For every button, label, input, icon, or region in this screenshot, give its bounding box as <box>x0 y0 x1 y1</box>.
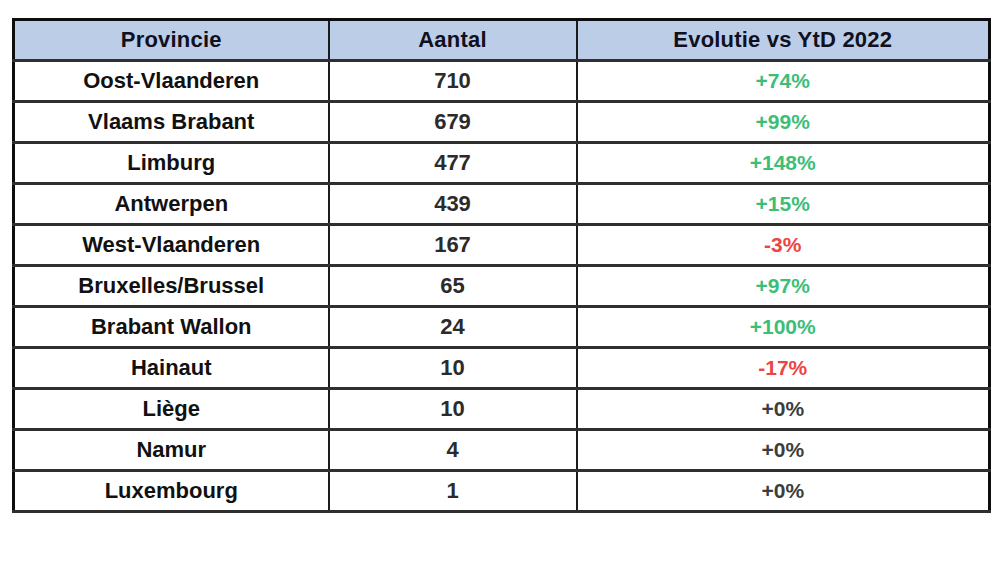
cell-province: Luxembourg <box>14 471 329 512</box>
table-row: Oost-Vlaanderen 710 +74% <box>14 61 990 102</box>
province-table: Provincie Aantal Evolutie vs YtD 2022 Oo… <box>12 18 991 513</box>
col-header-aantal: Aantal <box>329 20 577 61</box>
cell-aantal: 4 <box>329 430 577 471</box>
cell-aantal: 10 <box>329 389 577 430</box>
cell-evolutie: +100% <box>577 307 990 348</box>
cell-aantal: 477 <box>329 143 577 184</box>
cell-aantal: 24 <box>329 307 577 348</box>
cell-evolutie: +74% <box>577 61 990 102</box>
cell-aantal: 167 <box>329 225 577 266</box>
col-header-evolutie: Evolutie vs YtD 2022 <box>577 20 990 61</box>
cell-evolutie: +0% <box>577 471 990 512</box>
cell-evolutie: +99% <box>577 102 990 143</box>
cell-aantal: 10 <box>329 348 577 389</box>
cell-aantal: 439 <box>329 184 577 225</box>
cell-evolutie: +148% <box>577 143 990 184</box>
cell-province: West-Vlaanderen <box>14 225 329 266</box>
cell-evolutie: -17% <box>577 348 990 389</box>
cell-aantal: 65 <box>329 266 577 307</box>
table-row: Namur 4 +0% <box>14 430 990 471</box>
table-row: Luxembourg 1 +0% <box>14 471 990 512</box>
cell-province: Liège <box>14 389 329 430</box>
cell-evolutie: +97% <box>577 266 990 307</box>
table-row: Brabant Wallon 24 +100% <box>14 307 990 348</box>
table-row: West-Vlaanderen 167 -3% <box>14 225 990 266</box>
table-row: Vlaams Brabant 679 +99% <box>14 102 990 143</box>
cell-province: Antwerpen <box>14 184 329 225</box>
cell-province: Namur <box>14 430 329 471</box>
col-header-provincie: Provincie <box>14 20 329 61</box>
cell-aantal: 679 <box>329 102 577 143</box>
cell-province: Vlaams Brabant <box>14 102 329 143</box>
cell-evolutie: +15% <box>577 184 990 225</box>
header-row: Provincie Aantal Evolutie vs YtD 2022 <box>14 20 990 61</box>
cell-evolutie: -3% <box>577 225 990 266</box>
table-row: Liège 10 +0% <box>14 389 990 430</box>
cell-province: Bruxelles/Brussel <box>14 266 329 307</box>
table-row: Limburg 477 +148% <box>14 143 990 184</box>
table-row: Hainaut 10 -17% <box>14 348 990 389</box>
table-row: Antwerpen 439 +15% <box>14 184 990 225</box>
cell-evolutie: +0% <box>577 389 990 430</box>
cell-province: Oost-Vlaanderen <box>14 61 329 102</box>
cell-evolutie: +0% <box>577 430 990 471</box>
cell-province: Limburg <box>14 143 329 184</box>
cell-aantal: 1 <box>329 471 577 512</box>
table-screenshot: Provincie Aantal Evolutie vs YtD 2022 Oo… <box>0 0 1000 579</box>
cell-aantal: 710 <box>329 61 577 102</box>
cell-province: Hainaut <box>14 348 329 389</box>
cell-province: Brabant Wallon <box>14 307 329 348</box>
table-row: Bruxelles/Brussel 65 +97% <box>14 266 990 307</box>
